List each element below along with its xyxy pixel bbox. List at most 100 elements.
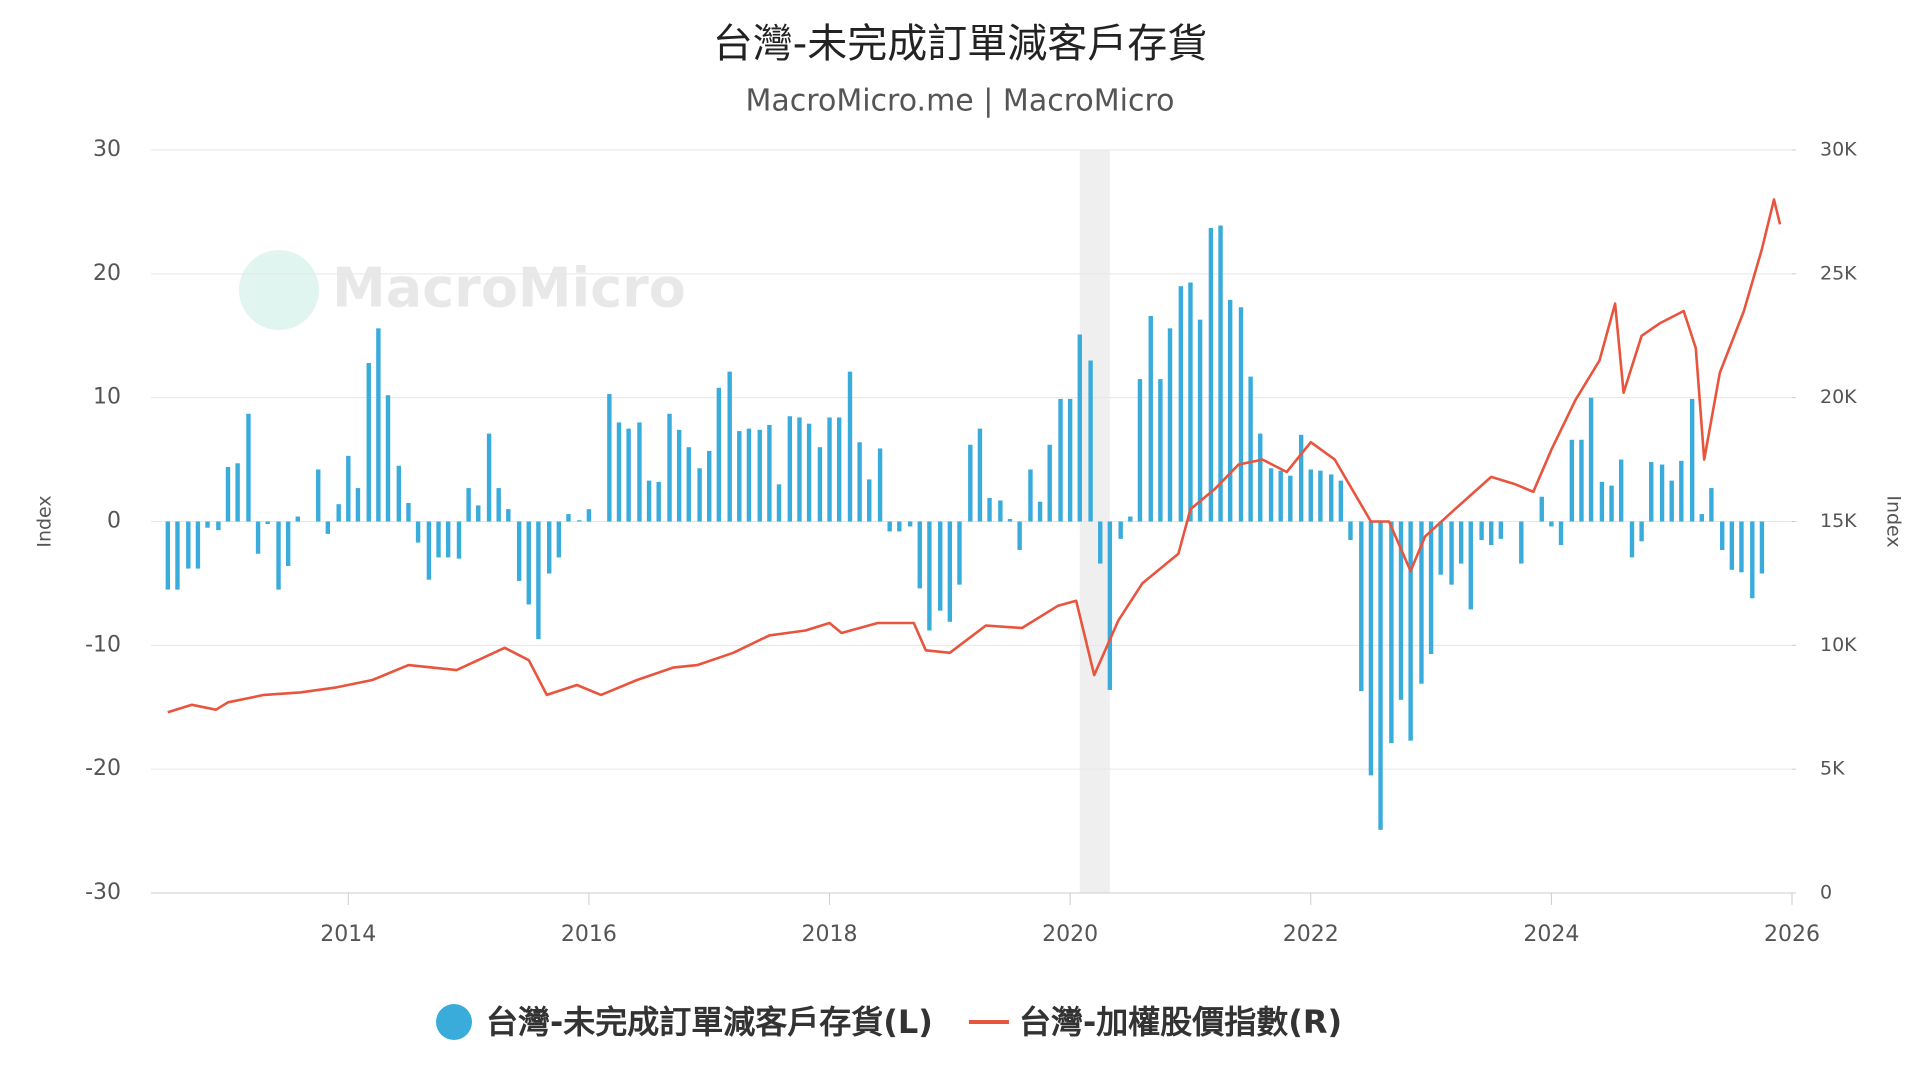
- bar: [1579, 439, 1584, 522]
- bar: [836, 417, 842, 522]
- bar: [907, 521, 913, 527]
- bar: [667, 413, 672, 522]
- y2-axis-title: Index: [1883, 495, 1905, 547]
- bar: [506, 509, 511, 522]
- y2-tick-label: 15K: [1820, 510, 1857, 532]
- legend: 台灣-未完成訂單減客戶存貨(L) 台灣-加權股價指數(R): [436, 1003, 1342, 1041]
- bar: [547, 521, 552, 574]
- bar: [1197, 319, 1203, 522]
- bar: [1588, 397, 1594, 522]
- bar: [977, 428, 983, 522]
- bar: [646, 480, 652, 522]
- bar: [797, 417, 802, 522]
- bar: [175, 521, 180, 590]
- bar: [1458, 521, 1464, 564]
- bar: [1158, 379, 1163, 522]
- bar: [968, 444, 973, 522]
- bar: [285, 521, 291, 567]
- bar: [577, 520, 582, 522]
- bar: [526, 521, 531, 605]
- bar: [1378, 521, 1383, 830]
- bar: [406, 502, 411, 522]
- bar: [1558, 521, 1564, 546]
- bar: [1148, 315, 1153, 522]
- bar: [776, 484, 782, 522]
- y2-tick-label: 0: [1820, 882, 1832, 904]
- bar: [847, 371, 853, 522]
- bar: [887, 521, 892, 532]
- bar: [1037, 501, 1043, 522]
- bar: [1329, 474, 1334, 522]
- legend-label: 台灣-未完成訂單減客戶存貨(L): [486, 1003, 933, 1041]
- bar: [1128, 516, 1133, 522]
- y2-tick-label: 20K: [1820, 386, 1857, 408]
- bar: [626, 428, 631, 522]
- watermark-logo: [239, 250, 319, 330]
- bar: [1047, 444, 1052, 522]
- bar: [316, 469, 321, 522]
- bar: [1137, 379, 1143, 522]
- bar: [1599, 481, 1605, 522]
- bar: [746, 428, 752, 522]
- bar: [566, 514, 571, 522]
- bar: [476, 505, 481, 522]
- bar: [1058, 398, 1063, 522]
- bar: [1227, 299, 1233, 522]
- bar: [1639, 521, 1644, 542]
- chart-subtitle: MacroMicro.me | MacroMicro: [746, 84, 1175, 119]
- bar: [817, 447, 823, 522]
- bar: [1167, 328, 1173, 522]
- bar: [637, 422, 642, 522]
- bar: [1549, 521, 1554, 527]
- bar: [938, 521, 943, 611]
- bar: [1479, 521, 1484, 541]
- bar: [205, 521, 210, 528]
- bar: [186, 521, 191, 569]
- y-tick-label: 0: [107, 509, 121, 534]
- bar: [1098, 521, 1103, 564]
- bar: [1348, 521, 1353, 541]
- bar: [1408, 521, 1413, 741]
- bar: [346, 455, 351, 522]
- x-tick-label: 2024: [1523, 922, 1579, 947]
- bar: [616, 422, 622, 522]
- bar: [1468, 521, 1473, 610]
- watermark: MacroMicro: [239, 250, 686, 330]
- bar: [1107, 521, 1113, 690]
- y2-tick-label: 10K: [1820, 634, 1857, 656]
- bar: [195, 521, 201, 569]
- bar: [1759, 521, 1765, 574]
- bar: [827, 417, 832, 522]
- bar: [1449, 521, 1454, 585]
- bar: [366, 362, 371, 522]
- bar: [707, 450, 712, 522]
- bar: [235, 463, 240, 522]
- bar: [998, 500, 1003, 522]
- bar: [1338, 480, 1344, 522]
- y-tick-label: 10: [93, 385, 121, 410]
- bar: [1017, 521, 1022, 550]
- bar: [757, 429, 762, 522]
- bar: [376, 328, 381, 522]
- bar: [276, 521, 281, 590]
- bar: [1238, 307, 1244, 522]
- bar: [1569, 439, 1575, 522]
- bar: [806, 423, 812, 522]
- bar: [1539, 496, 1544, 522]
- bar: [496, 488, 501, 522]
- bar: [1298, 434, 1304, 522]
- bar: [466, 488, 471, 522]
- y-tick-label: -30: [85, 880, 121, 905]
- bar: [385, 395, 391, 522]
- bar: [897, 521, 902, 532]
- bar: [1389, 521, 1394, 744]
- bar: [295, 516, 300, 522]
- bar: [1629, 521, 1635, 558]
- bar: [165, 521, 171, 590]
- bar: [1609, 485, 1614, 522]
- bar: [246, 413, 251, 522]
- bar: [947, 521, 953, 622]
- bar: [1699, 514, 1704, 522]
- y-tick-label: -20: [85, 756, 121, 781]
- bar: [1659, 464, 1665, 522]
